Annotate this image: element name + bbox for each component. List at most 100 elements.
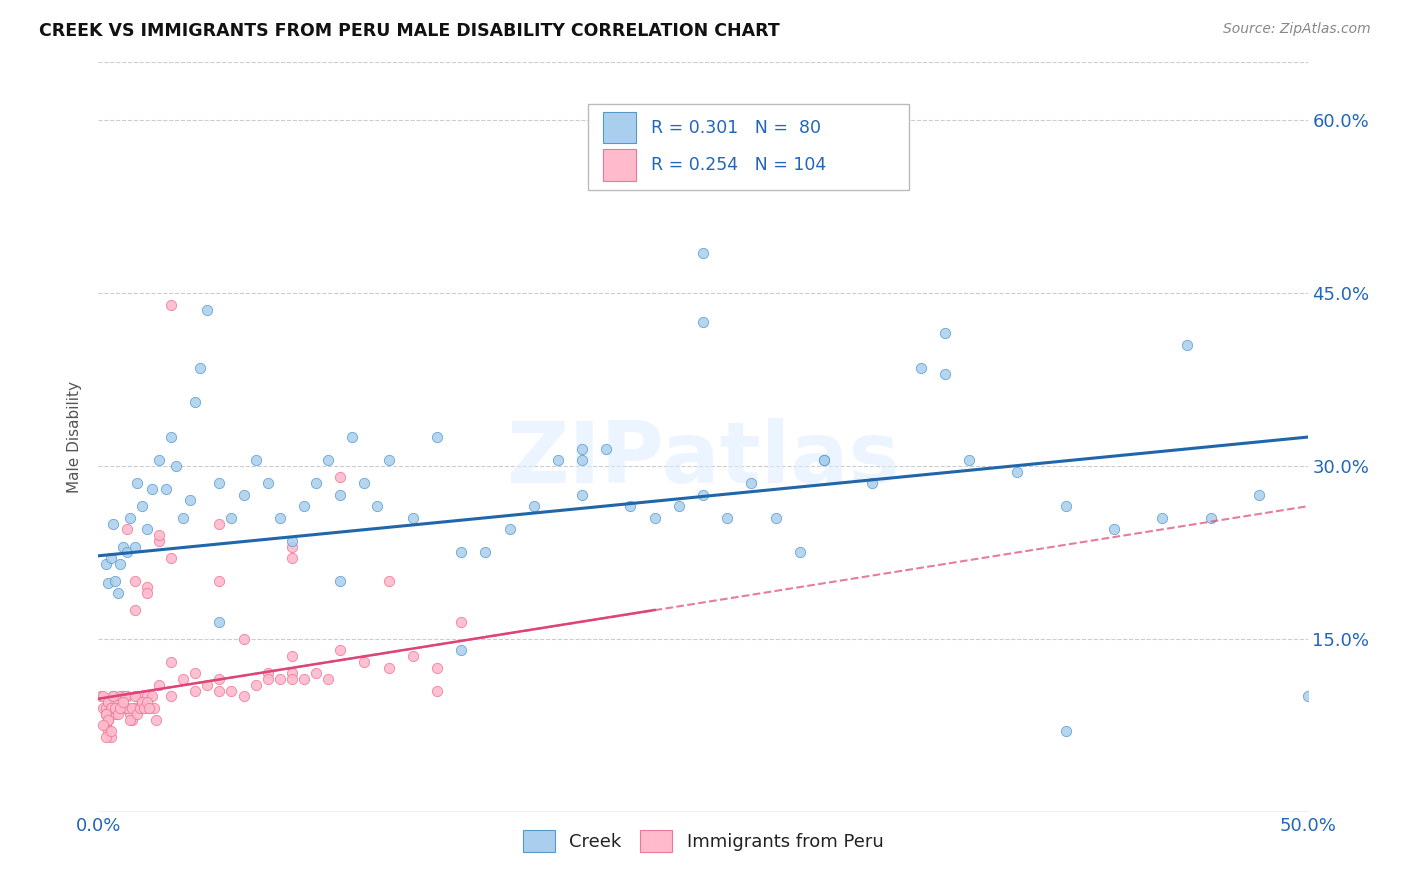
Point <box>860 476 883 491</box>
Point <box>292 672 315 686</box>
Point <box>118 713 141 727</box>
Point <box>100 701 122 715</box>
Point <box>94 706 117 721</box>
Point <box>114 701 136 715</box>
Text: Source: ZipAtlas.com: Source: ZipAtlas.com <box>1223 22 1371 37</box>
Point <box>135 585 157 599</box>
Point <box>94 706 117 721</box>
Point <box>108 557 131 571</box>
Point <box>426 660 449 674</box>
Point <box>195 678 218 692</box>
Point <box>100 701 122 715</box>
Point <box>934 367 956 381</box>
Point <box>269 672 291 686</box>
Point <box>716 510 738 524</box>
Point <box>245 678 267 692</box>
Point <box>97 576 120 591</box>
Point <box>114 690 136 704</box>
Point <box>100 724 122 739</box>
Point <box>221 510 243 524</box>
Point <box>813 453 835 467</box>
Point <box>94 718 117 732</box>
Point <box>208 672 231 686</box>
Point <box>127 706 149 721</box>
Point <box>910 360 932 375</box>
Point <box>316 672 339 686</box>
Point <box>135 580 157 594</box>
Point <box>97 713 120 727</box>
Point <box>101 690 124 704</box>
Point <box>377 660 399 674</box>
Point <box>104 701 127 715</box>
Point <box>644 510 666 524</box>
Point <box>121 701 143 715</box>
Point <box>172 672 194 686</box>
Point <box>208 615 231 629</box>
Point <box>91 701 114 715</box>
Point <box>1054 500 1077 514</box>
Point <box>100 551 122 566</box>
Point <box>101 516 124 531</box>
FancyBboxPatch shape <box>588 103 908 190</box>
Point <box>124 574 146 589</box>
Point <box>94 701 117 715</box>
Point <box>619 500 641 514</box>
Point <box>160 551 183 566</box>
Point <box>138 701 160 715</box>
Point <box>135 695 157 709</box>
Point <box>256 476 278 491</box>
Point <box>547 453 569 467</box>
Point <box>571 453 593 467</box>
Point <box>145 713 167 727</box>
Point <box>329 574 352 589</box>
Point <box>498 522 520 536</box>
Point <box>1152 510 1174 524</box>
Point <box>353 476 375 491</box>
Text: ZIPatlas: ZIPatlas <box>506 418 900 501</box>
Point <box>101 690 124 704</box>
Point <box>108 701 131 715</box>
Point <box>402 510 425 524</box>
Point <box>366 500 388 514</box>
Point <box>97 695 120 709</box>
Point <box>571 488 593 502</box>
Point <box>269 510 291 524</box>
Point <box>155 482 177 496</box>
Point <box>740 476 762 491</box>
Point <box>117 701 139 715</box>
Point <box>107 706 129 721</box>
Point <box>128 701 150 715</box>
Point <box>148 453 170 467</box>
Point <box>1007 465 1029 479</box>
Point <box>692 245 714 260</box>
Point <box>208 476 231 491</box>
Point <box>100 730 122 744</box>
Point <box>377 574 399 589</box>
Point <box>172 510 194 524</box>
Text: R = 0.301   N =  80: R = 0.301 N = 80 <box>651 119 821 136</box>
Point <box>107 585 129 599</box>
Point <box>789 545 811 559</box>
Point <box>281 533 304 548</box>
Point <box>450 615 472 629</box>
Point <box>232 632 254 646</box>
Point <box>94 730 117 744</box>
Point <box>1054 724 1077 739</box>
Point <box>148 678 170 692</box>
Point <box>1102 522 1125 536</box>
Point <box>692 315 714 329</box>
Point <box>128 701 150 715</box>
Point <box>256 666 278 681</box>
Text: CREEK VS IMMIGRANTS FROM PERU MALE DISABILITY CORRELATION CHART: CREEK VS IMMIGRANTS FROM PERU MALE DISAB… <box>39 22 780 40</box>
Point <box>107 701 129 715</box>
Point <box>118 706 141 721</box>
Point <box>281 551 304 566</box>
Point <box>111 695 134 709</box>
Point <box>117 690 139 704</box>
Point <box>571 442 593 456</box>
Point <box>813 453 835 467</box>
Point <box>595 442 617 456</box>
Point <box>138 701 160 715</box>
Point <box>342 430 364 444</box>
Bar <box>603 149 637 181</box>
